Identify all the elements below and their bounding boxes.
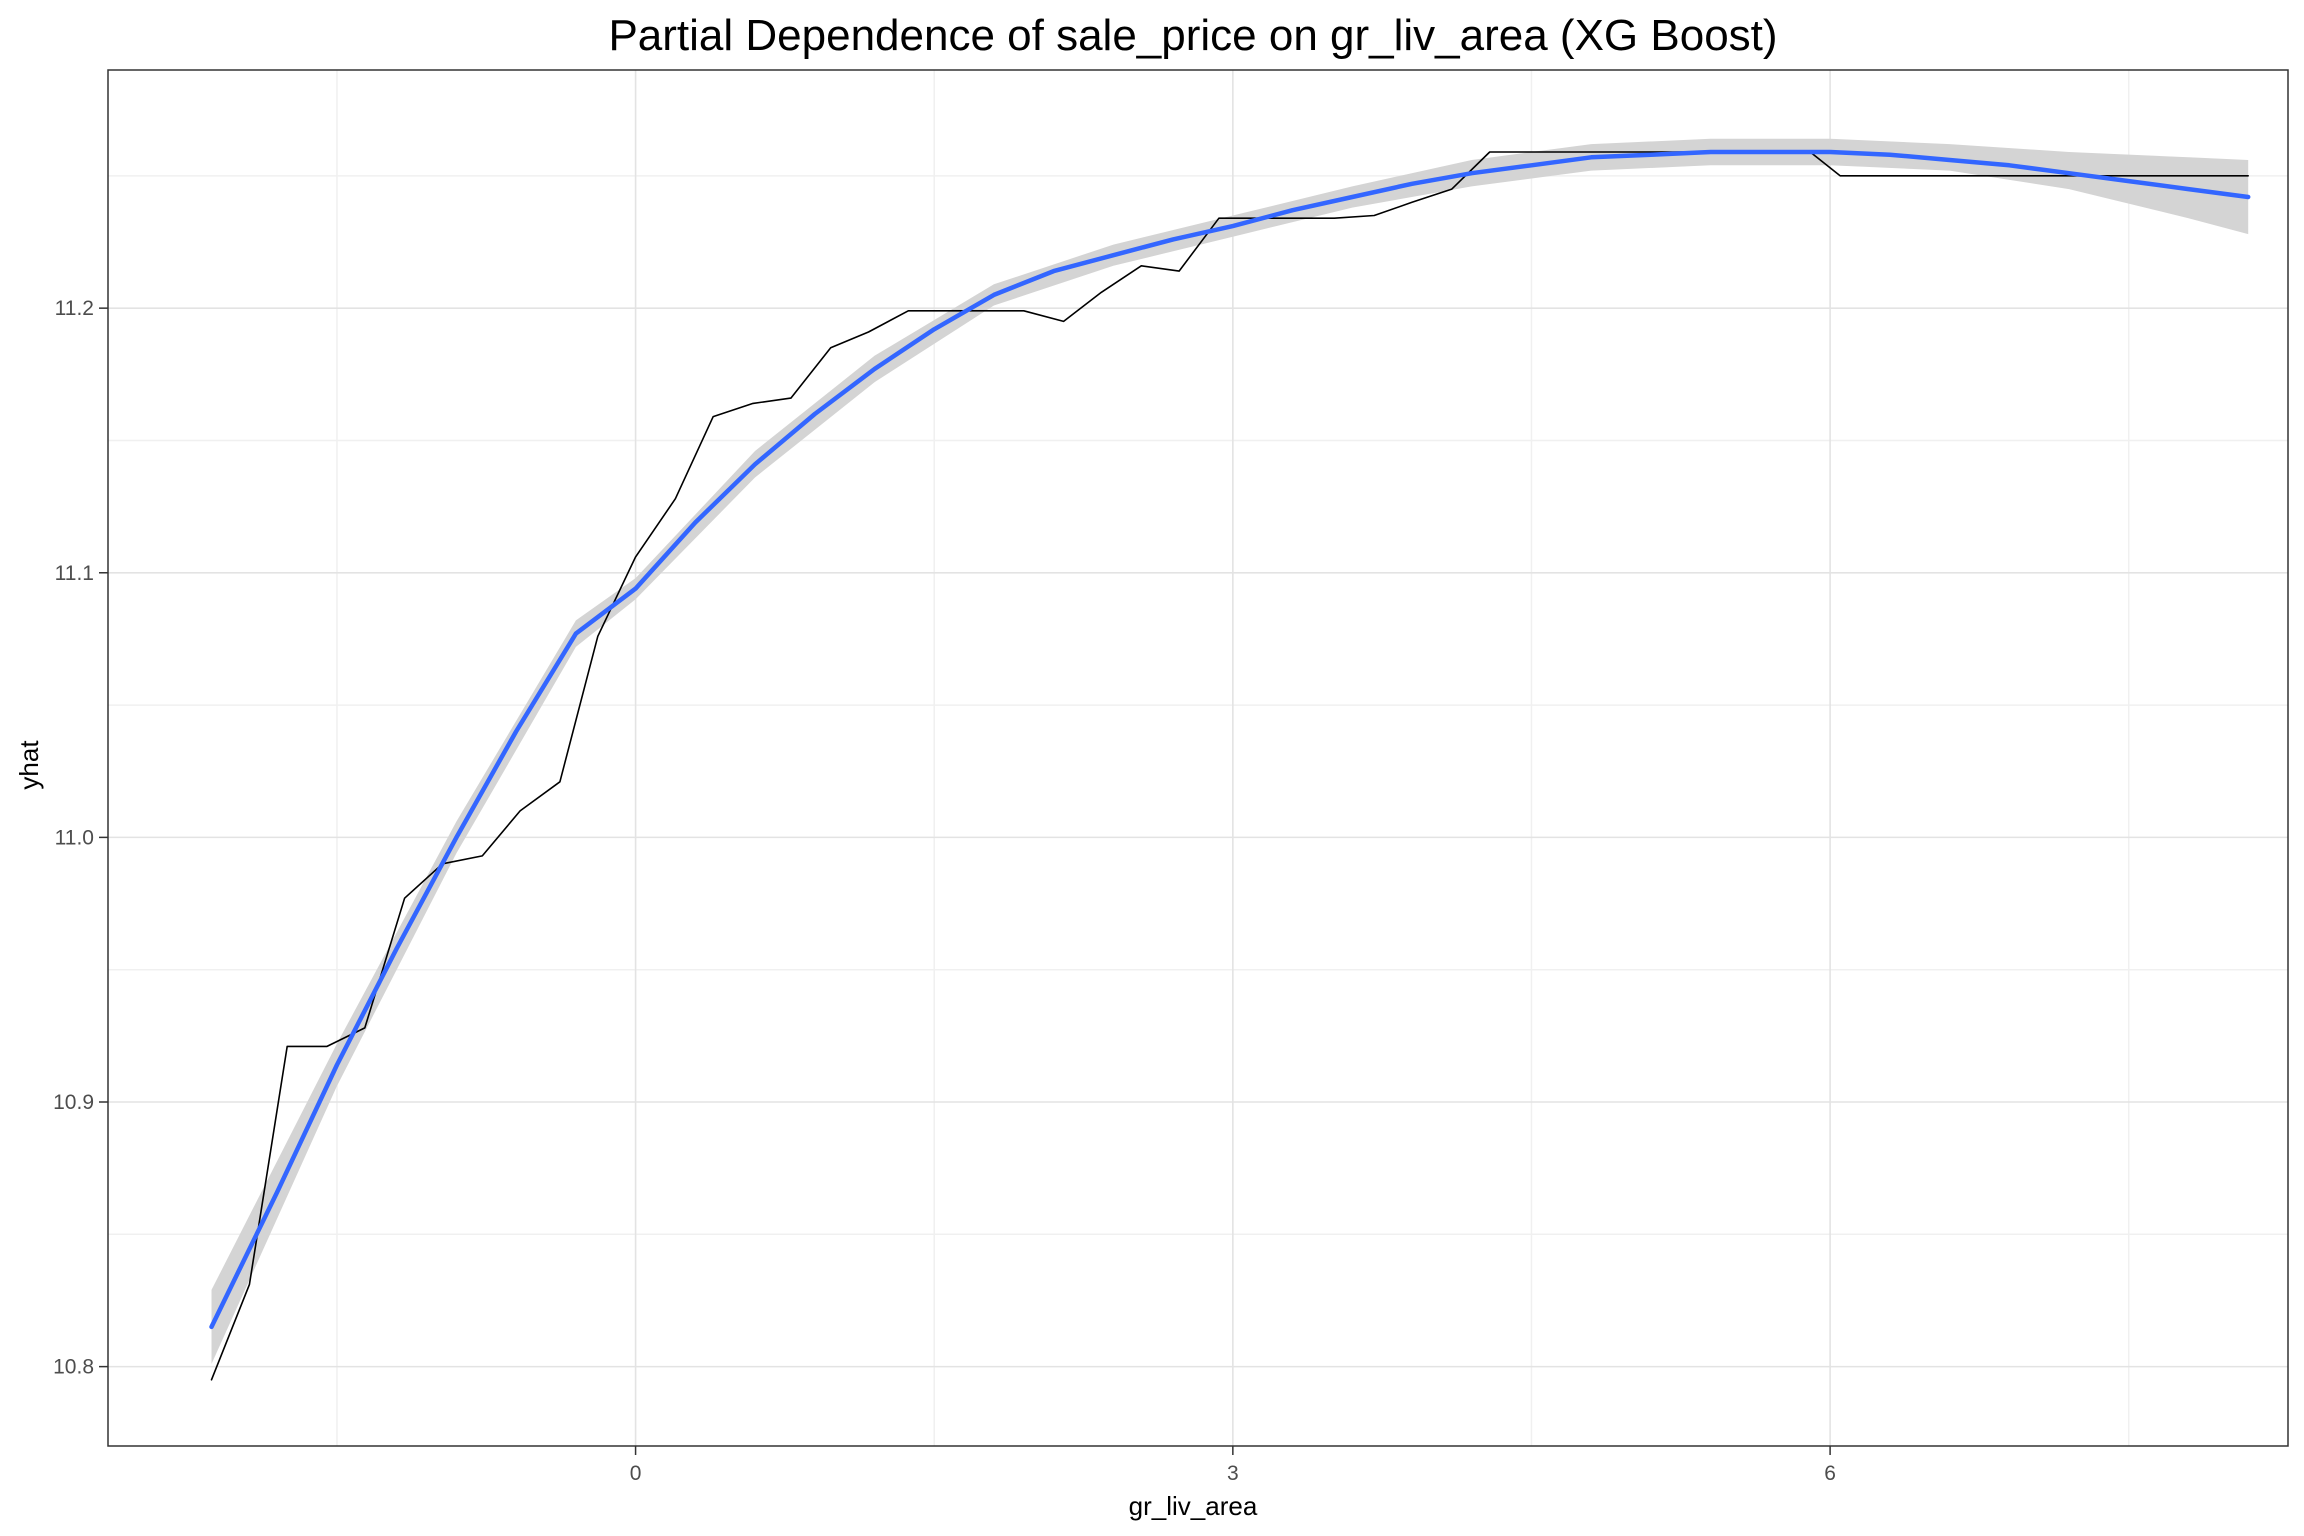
y-tick-label: 10.8 [53, 1356, 94, 1379]
smoothed-trend-line [209, 149, 2251, 1330]
y-tick-label: 11.1 [55, 562, 94, 585]
x-tick-label: 0 [630, 1462, 642, 1485]
x-tick-label: 6 [1824, 1462, 1836, 1485]
y-tick-label: 10.9 [53, 1091, 94, 1114]
chart-title: Partial Dependence of sale_price on gr_l… [608, 11, 1777, 60]
panel-border [107, 69, 2289, 1447]
y-tick-label: 11.0 [55, 826, 94, 849]
x-axis-title: gr_liv_area [1129, 1491, 1258, 1521]
series-layer [209, 149, 2251, 1381]
x-tick-label: 3 [1227, 1462, 1239, 1485]
y-axis-title: yhat [14, 740, 44, 790]
gridlines [108, 70, 2288, 1446]
axis-ticks: 0 3 6 10.8 10.9 11.0 11.1 11.2 [53, 297, 1836, 1485]
partial-dependence-line [210, 151, 2249, 1381]
y-tick-label: 11.2 [55, 297, 94, 320]
